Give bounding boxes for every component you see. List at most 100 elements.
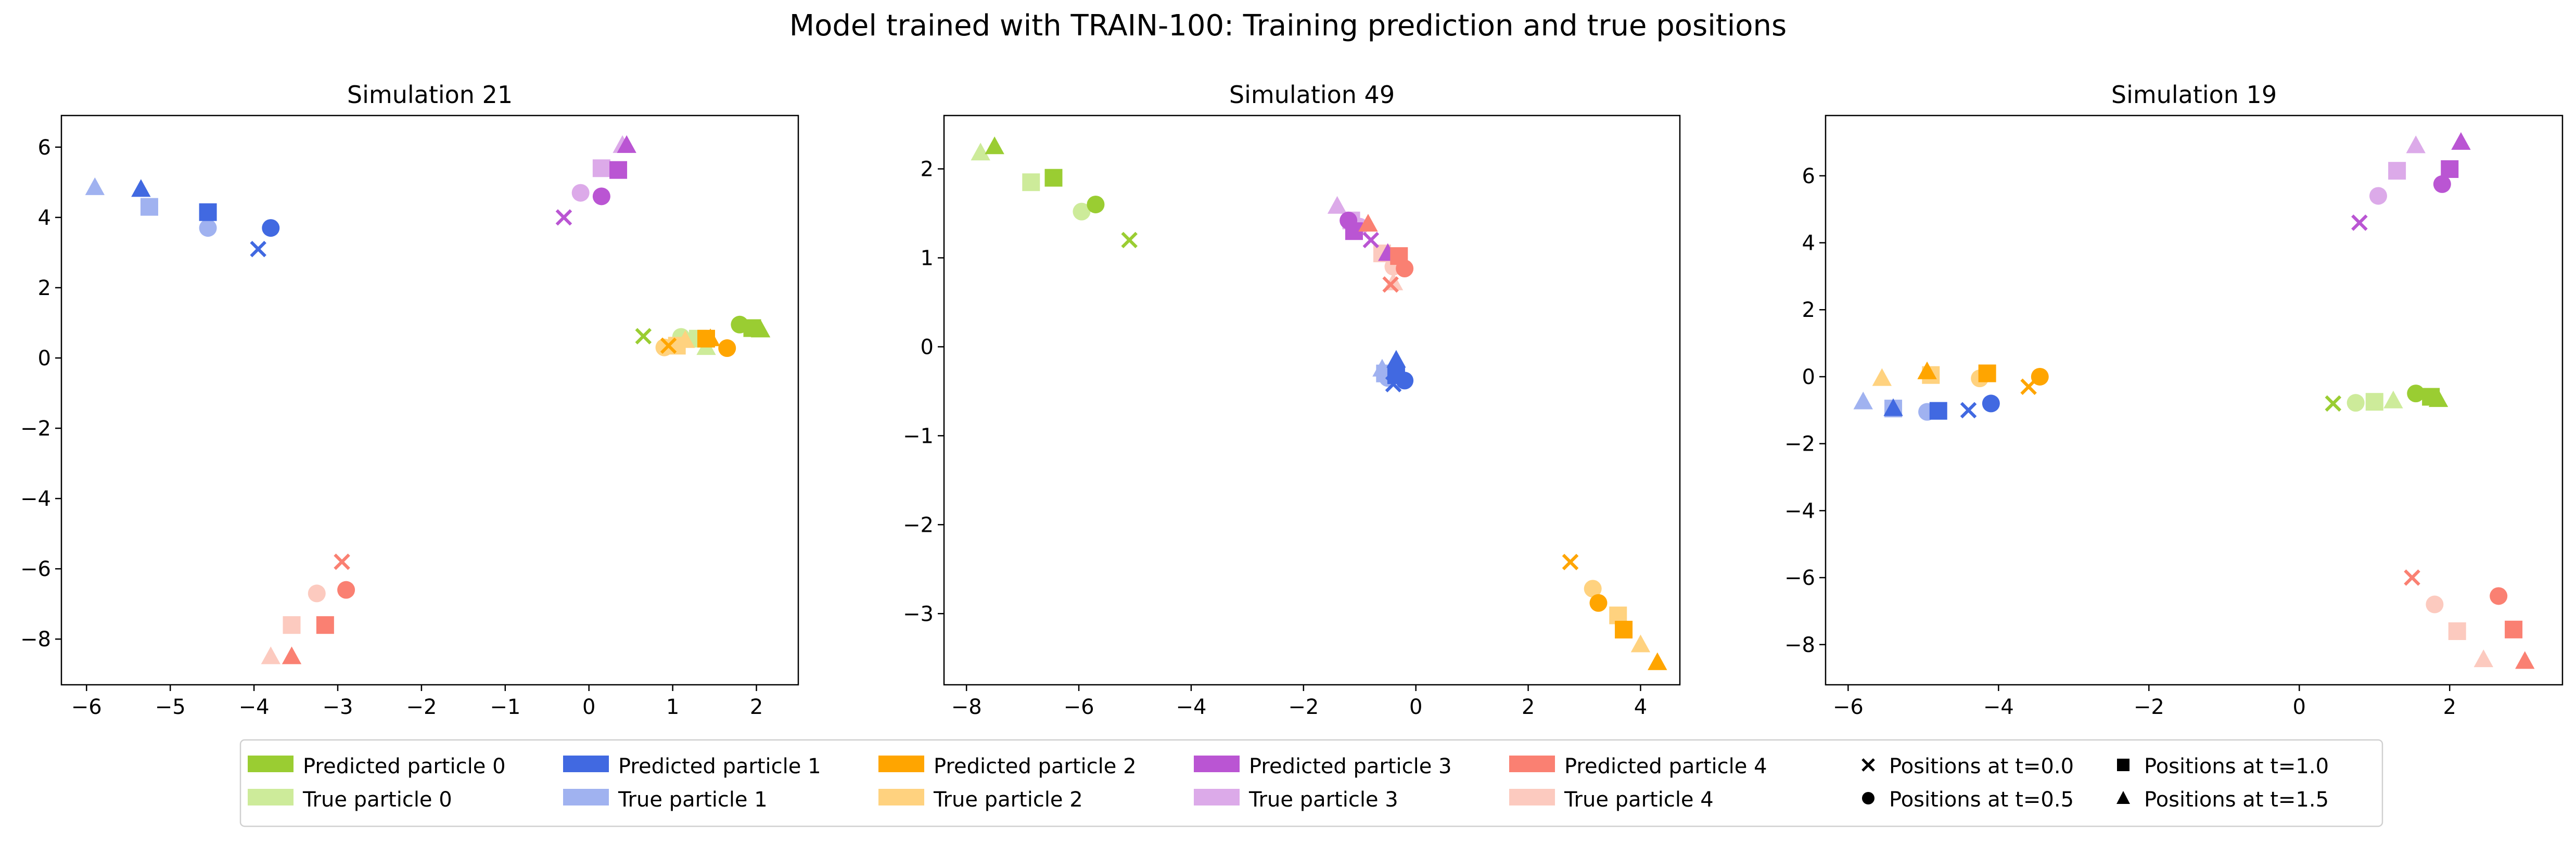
- predicted-particle-1-circle-marker: [1982, 394, 2000, 413]
- true-particle-1-square-marker: [140, 198, 158, 216]
- predicted-particle-2-circle-marker: [718, 339, 736, 357]
- legend-label: True particle 2: [933, 788, 1083, 812]
- predicted-particle-0-circle-marker: [2407, 385, 2425, 403]
- predicted-particle-0-circle-marker: [1087, 195, 1105, 213]
- y-tick-label: 0: [38, 347, 51, 370]
- predicted-particle-2-legend-swatch: [878, 756, 924, 772]
- predicted-particle-1-triangle-marker: [1386, 350, 1406, 368]
- predicted-particle-4-legend-swatch: [1509, 756, 1555, 772]
- predicted-particle-2-circle-marker: [1589, 594, 1608, 612]
- x-tick-label: −4: [1176, 695, 1206, 719]
- true-particle-4-legend-swatch: [1509, 789, 1555, 805]
- triangle-legend-marker: [2116, 791, 2130, 804]
- predicted-particle-3-x-marker: [1362, 232, 1380, 249]
- legend-label: Predicted particle 1: [618, 755, 821, 778]
- predicted-particle-2-triangle-marker: [1648, 652, 1667, 670]
- predicted-particle-1-square-marker: [1387, 366, 1405, 385]
- predicted-particle-0-x-marker: [2325, 395, 2342, 412]
- y-tick-label: −6: [1784, 566, 1815, 590]
- predicted-particle-1-circle-marker: [262, 219, 280, 237]
- true-particle-3-square-marker: [592, 159, 610, 177]
- y-tick-label: 2: [38, 276, 51, 300]
- predicted-particle-0-square-marker: [1044, 169, 1063, 187]
- axes-frame: [943, 114, 1681, 686]
- predicted-particle-4-x-marker: [2404, 569, 2420, 586]
- x-tick-label: −2: [1288, 695, 1319, 719]
- legend-label: True particle 4: [1564, 788, 1714, 812]
- legend-label: Positions at t=1.5: [2144, 788, 2329, 812]
- axes-frame: [60, 114, 799, 686]
- true-particle-4-square-marker: [283, 616, 301, 634]
- y-tick-label: 4: [38, 206, 51, 230]
- true-particle-0-legend-swatch: [248, 789, 294, 805]
- y-tick-label: −4: [20, 487, 51, 511]
- true-particle-4-circle-marker: [2426, 595, 2444, 613]
- x-tick-label: −6: [1833, 695, 1864, 719]
- true-particle-0-circle-marker: [2347, 394, 2365, 412]
- predicted-particle-3-triangle-marker: [2451, 132, 2471, 150]
- true-particle-0-circle-marker: [1073, 202, 1091, 221]
- true-particle-4-square-marker: [2448, 622, 2466, 641]
- true-particle-1-triangle-marker: [1853, 391, 1873, 410]
- predicted-particle-3-x-marker: [555, 209, 572, 226]
- x-tick-label: 2: [2443, 695, 2456, 719]
- y-tick-label: 0: [1802, 365, 1815, 389]
- legend-label: Predicted particle 2: [934, 755, 1137, 778]
- x-tick-label: −2: [2134, 695, 2164, 719]
- predicted-particle-3-circle-marker: [2433, 175, 2451, 193]
- subplot-title: Simulation 21: [347, 81, 513, 109]
- predicted-particle-4-triangle-marker: [282, 646, 302, 664]
- subplot-2: Simulation 49 −8 −6 −4 −2 0 2 4 −3 −2 −1 0 1 2: [903, 81, 1681, 719]
- true-particle-0-square-marker: [2365, 393, 2383, 411]
- x-tick-label: 0: [582, 695, 595, 719]
- x-tick-label: −8: [951, 695, 982, 719]
- true-particle-1-triangle-marker: [1372, 359, 1392, 377]
- true-particle-3-triangle-marker: [1327, 196, 1347, 214]
- true-particle-3-circle-marker: [571, 184, 590, 202]
- true-particle-4-circle-marker: [308, 584, 326, 603]
- true-particle-0-triangle-marker: [971, 143, 990, 161]
- true-particle-2-triangle-marker: [1630, 634, 1651, 653]
- y-tick-label: 1: [921, 247, 934, 271]
- true-particle-0-triangle-marker: [2383, 390, 2403, 408]
- predicted-particle-3-square-marker: [609, 161, 628, 179]
- y-tick-label: −4: [1784, 499, 1815, 523]
- legend-label: Positions at t=0.5: [1889, 788, 2074, 812]
- predicted-particle-2-x-marker: [1562, 554, 1579, 570]
- predicted-particle-1-legend-swatch: [563, 756, 609, 772]
- x-tick-label: 2: [750, 695, 763, 719]
- y-tick-label: −8: [1784, 633, 1815, 657]
- subplot-title: Simulation 19: [2111, 81, 2277, 109]
- predicted-particle-1-x-marker: [1960, 402, 1977, 419]
- legend-label: Predicted particle 3: [1249, 755, 1452, 778]
- predicted-particle-0-triangle-marker: [2428, 389, 2449, 407]
- y-tick-label: 2: [1802, 298, 1815, 322]
- x-tick-label: −1: [490, 695, 520, 719]
- legend-label: Positions at t=0.0: [1889, 755, 2074, 778]
- true-particle-2-circle-marker: [1584, 580, 1602, 598]
- true-particle-2-triangle-marker: [675, 330, 695, 348]
- true-particle-1-triangle-marker: [85, 177, 105, 195]
- predicted-particle-2-x-marker: [660, 337, 677, 354]
- axes-frame: [1825, 114, 2564, 686]
- predicted-particle-0-triangle-marker: [750, 319, 771, 338]
- predicted-particle-4-square-marker: [2505, 620, 2523, 638]
- true-particle-3-legend-swatch: [1194, 789, 1240, 805]
- y-tick-label: −2: [903, 513, 934, 537]
- predicted-particle-4-circle-marker: [337, 581, 355, 599]
- x-tick-label: 0: [1409, 695, 1422, 719]
- subplots: Simulation 21 −6 −5 −4 −3 −2 −1 0 1 2 −8 −6 −4 −2 0 2 4 6…: [20, 81, 2564, 719]
- x-tick-label: −5: [155, 695, 186, 719]
- predicted-particle-4-circle-marker: [2490, 587, 2508, 605]
- predicted-particle-1-x-marker: [250, 240, 266, 258]
- predicted-particle-4-x-marker: [1382, 276, 1399, 293]
- circle-legend-marker: [1862, 792, 1874, 804]
- y-tick-label: −3: [903, 602, 934, 626]
- true-particle-0-square-marker: [1022, 173, 1040, 191]
- y-tick-label: 4: [1802, 232, 1815, 255]
- x-tick-label: 2: [1522, 695, 1535, 719]
- legend-label: True particle 0: [302, 788, 452, 812]
- predicted-particle-3-square-marker: [2441, 160, 2459, 178]
- legend-label: True particle 3: [1248, 788, 1398, 812]
- predicted-particle-1-square-marker: [199, 203, 217, 221]
